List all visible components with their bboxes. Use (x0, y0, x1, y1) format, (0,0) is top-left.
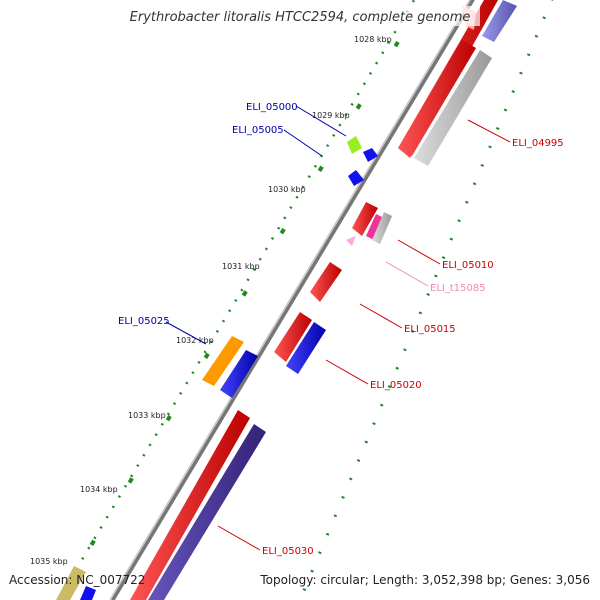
gene-reverse-05005 (363, 148, 378, 162)
gene-bottom-blue (80, 586, 96, 600)
leader-line-05000 (295, 105, 347, 137)
gene-orange-05025 (202, 336, 244, 386)
tick-label-1035: 1035 kbp (30, 557, 68, 566)
leader-line-05010 (397, 239, 441, 265)
gene-label-04995[interactable]: ELI_04995 (512, 138, 564, 149)
gene-forward-05015 (310, 262, 342, 302)
tick-label-1032: 1032 kbp (176, 336, 214, 345)
genome-backbone-highlight (109, 0, 471, 600)
leader-line-05005 (283, 129, 323, 157)
tick-label-1031: 1031 kbp (222, 262, 260, 271)
gene-label-05015[interactable]: ELI_05015 (404, 324, 456, 335)
gene-forward-05010 (352, 202, 378, 236)
gene-pseudo-04995 (414, 50, 492, 166)
leader-line-05030 (217, 525, 261, 551)
gene-misc-05000 (347, 136, 362, 154)
genome-backbone (109, 0, 475, 600)
gene-trna-arrow (346, 236, 356, 246)
map-title: Erythrobacter litoralis HTCC2594, comple… (130, 10, 471, 25)
gene-reverse-05020 (286, 322, 326, 374)
tick-label-1029: 1029 kbp (312, 111, 350, 120)
gene-pseudo-05010 (372, 212, 392, 244)
gene-forward-04995 (398, 40, 476, 156)
tick-label-1034: 1034 kbp (80, 485, 118, 494)
topology-summary: Topology: circular; Length: 3,052,398 bp… (260, 573, 590, 587)
gene-label-05025[interactable]: ELI_05025 (118, 316, 170, 327)
gene-label-05005[interactable]: ELI_05005 (232, 125, 284, 136)
leader-line-05025 (165, 321, 207, 345)
outer-dotted-axis (298, 0, 554, 600)
accession-label: Accession: NC_007722 (9, 573, 146, 587)
title-background (118, 6, 480, 26)
gene-forward-05030 (130, 410, 250, 600)
tick-label-1033: 1033 kbp (128, 411, 166, 420)
tick-label-1028: 1028 kbp (354, 35, 392, 44)
gene-reverse-small (348, 170, 364, 186)
leader-line-t15085 (385, 261, 429, 287)
leader-line-05015 (359, 303, 403, 329)
gene-top-blue (482, 0, 517, 42)
gene-forward-05020 (274, 312, 312, 362)
tick-axis (56, 0, 416, 600)
gene-label-t15085[interactable]: ELI_t15085 (430, 283, 486, 294)
leader-line-05020 (325, 359, 369, 385)
gene-label-05010[interactable]: ELI_05010 (442, 260, 494, 271)
leader-line-04995 (467, 119, 511, 143)
gene-bottom-olive (56, 566, 86, 600)
gene-label-05020[interactable]: ELI_05020 (370, 380, 422, 391)
gene-label-05000[interactable]: ELI_05000 (246, 102, 298, 113)
gene-label-05030[interactable]: ELI_05030 (262, 546, 314, 557)
gene-reverse-05025 (220, 350, 258, 398)
gene-trna-t15085 (366, 214, 384, 240)
gene-reverse-05030 (148, 424, 266, 600)
tick-label-1030: 1030 kbp (268, 185, 306, 194)
